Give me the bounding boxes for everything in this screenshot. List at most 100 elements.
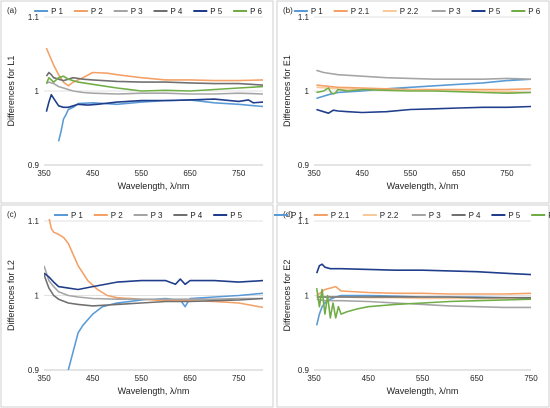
legend-label: P 3 (151, 211, 163, 220)
y-axis-title: Differences for E1 (282, 55, 292, 127)
legend-item: P 1 (54, 211, 83, 220)
y-axis-title: Differences for L1 (6, 56, 16, 127)
x-tick-label: 550 (416, 374, 430, 383)
y-tick-label: 0.9 (28, 161, 40, 170)
legend-label: P 5 (489, 7, 501, 16)
legend-label: P 2.2 (400, 7, 419, 16)
series-line-p3 (44, 265, 263, 300)
x-tick-label: 450 (86, 169, 100, 178)
series-line-p2.1 (316, 285, 531, 297)
legend-item: P 3 (431, 7, 461, 16)
y-tick-label: 1.1 (298, 217, 310, 226)
legend-label: P 2.1 (351, 7, 370, 16)
legend-label: P 1 (311, 7, 323, 16)
legend-label: P 2 (91, 7, 103, 16)
x-tick-label: 750 (500, 169, 514, 178)
legend-label: P 2 (111, 211, 123, 220)
legend-item: P 1 (34, 7, 64, 16)
series-line-p6 (315, 287, 531, 319)
legend-label: P 1 (51, 7, 63, 16)
legend-label: P 5 (508, 211, 520, 220)
x-tick-label: 750 (232, 169, 246, 178)
x-tick-label: 450 (356, 169, 370, 178)
legend: P 1 P 2 P 3 P 4 P 5 P 6 (34, 7, 263, 16)
legend-item: P 2.1 (313, 211, 350, 220)
legend-label: P 6 (548, 211, 550, 220)
y-tick-label: 0.9 (298, 366, 310, 375)
x-tick-label: 750 (232, 374, 246, 383)
panel-b: (b) 0.9 1 1.1 350 450 550 650 750 Wavelength, λ/n… (276, 0, 550, 204)
x-tick-label: 650 (183, 169, 197, 178)
x-tick-label: 550 (404, 169, 418, 178)
y-tick-label: 1.1 (28, 217, 40, 226)
series-line-p6 (316, 87, 531, 95)
series-line-p5 (45, 93, 263, 112)
legend-item: P 2 (93, 211, 123, 220)
series-line-p4 (45, 71, 263, 86)
legend-item: P 4 (153, 7, 183, 16)
legend-item: P 5 (491, 211, 521, 220)
x-axis-title: Wavelength, λ/nm (118, 181, 190, 191)
legend-item: P 2.2 (362, 211, 399, 220)
panel-label: (c) (7, 210, 17, 219)
x-tick-label: 750 (524, 374, 538, 383)
legend-item: P 3 (411, 211, 441, 220)
legend-item: P 4 (173, 211, 203, 220)
legend-item: P 2.1 (333, 7, 370, 16)
y-tick-label: 1 (35, 87, 40, 96)
panel-c: (c) 0.9 1 1.1 350 450 550 650 750 Wavelength, λ/n… (0, 204, 274, 408)
x-tick-label: 550 (135, 374, 149, 383)
y-tick-label: 1 (305, 87, 310, 96)
legend-label: P 4 (190, 211, 202, 220)
panel-a: (a) 0.9 1 1.1 350 450 550 650 750 Wavelength, λ/n… (0, 0, 274, 204)
legend-item: P 6 (531, 211, 550, 220)
legend-label: P 1 (71, 211, 83, 220)
legend: P 1 P 2 P 3 P 4 P 5 (54, 211, 243, 220)
legend: P 1 P 2.1 P 2.2 P 3 P 5 P 6 (293, 7, 541, 16)
series-line-p5 (44, 272, 263, 291)
legend-label: P 6 (528, 7, 540, 16)
x-tick-label: 450 (362, 374, 376, 383)
legend-label: P 1 (291, 211, 303, 220)
y-axis-title: Differences for E2 (282, 260, 292, 332)
x-tick-label: 650 (183, 374, 197, 383)
legend-item: P 5 (213, 211, 243, 220)
legend-label: P 5 (230, 211, 242, 220)
legend-item: P 5 (471, 7, 501, 16)
legend-item: P 2 (73, 7, 103, 16)
legend-item: P 3 (133, 211, 163, 220)
x-tick-label: 450 (86, 374, 100, 383)
panel-label: (b) (283, 6, 293, 15)
legend-label: P 3 (429, 211, 441, 220)
x-tick-label: 550 (135, 169, 149, 178)
y-axis-title: Differences for L2 (6, 260, 16, 331)
series-line-p1 (57, 99, 263, 142)
y-tick-label: 1 (35, 292, 40, 301)
series-line-p5 (316, 105, 531, 114)
legend-item: P 5 (193, 7, 223, 16)
panel-label: (a) (7, 6, 17, 15)
series-line-p3 (45, 81, 263, 95)
legend-item: P 2.2 (382, 7, 419, 16)
x-axis-title: Wavelength, λ/nm (118, 386, 190, 396)
y-tick-label: 1 (305, 292, 310, 301)
x-tick-label: 350 (37, 169, 51, 178)
x-tick-label: 650 (470, 374, 484, 383)
panel-d: (d) 0.9 1 1.1 350 450 550 650 750 Wavelength, λ/n… (274, 204, 550, 408)
series-line-p3 (316, 69, 531, 80)
panel-label: (d) (283, 210, 293, 219)
legend: P 1 P 2.1 P 2.2 P 3 P 4 P 5 P 6 (274, 211, 550, 220)
x-tick-label: 350 (37, 374, 51, 383)
legend-label: P 3 (131, 7, 143, 16)
series-line-p4 (316, 296, 531, 299)
y-tick-label: 0.9 (28, 366, 40, 375)
panel-frame (0, 204, 274, 408)
series-line-p2.1 (316, 84, 531, 91)
x-axis-title: Wavelength, λ/nm (387, 386, 459, 396)
x-tick-label: 350 (307, 374, 321, 383)
legend-item: P 3 (113, 7, 143, 16)
panel-frame (276, 0, 550, 204)
legend-item: P 4 (451, 211, 481, 220)
legend-label: P 4 (469, 211, 481, 220)
